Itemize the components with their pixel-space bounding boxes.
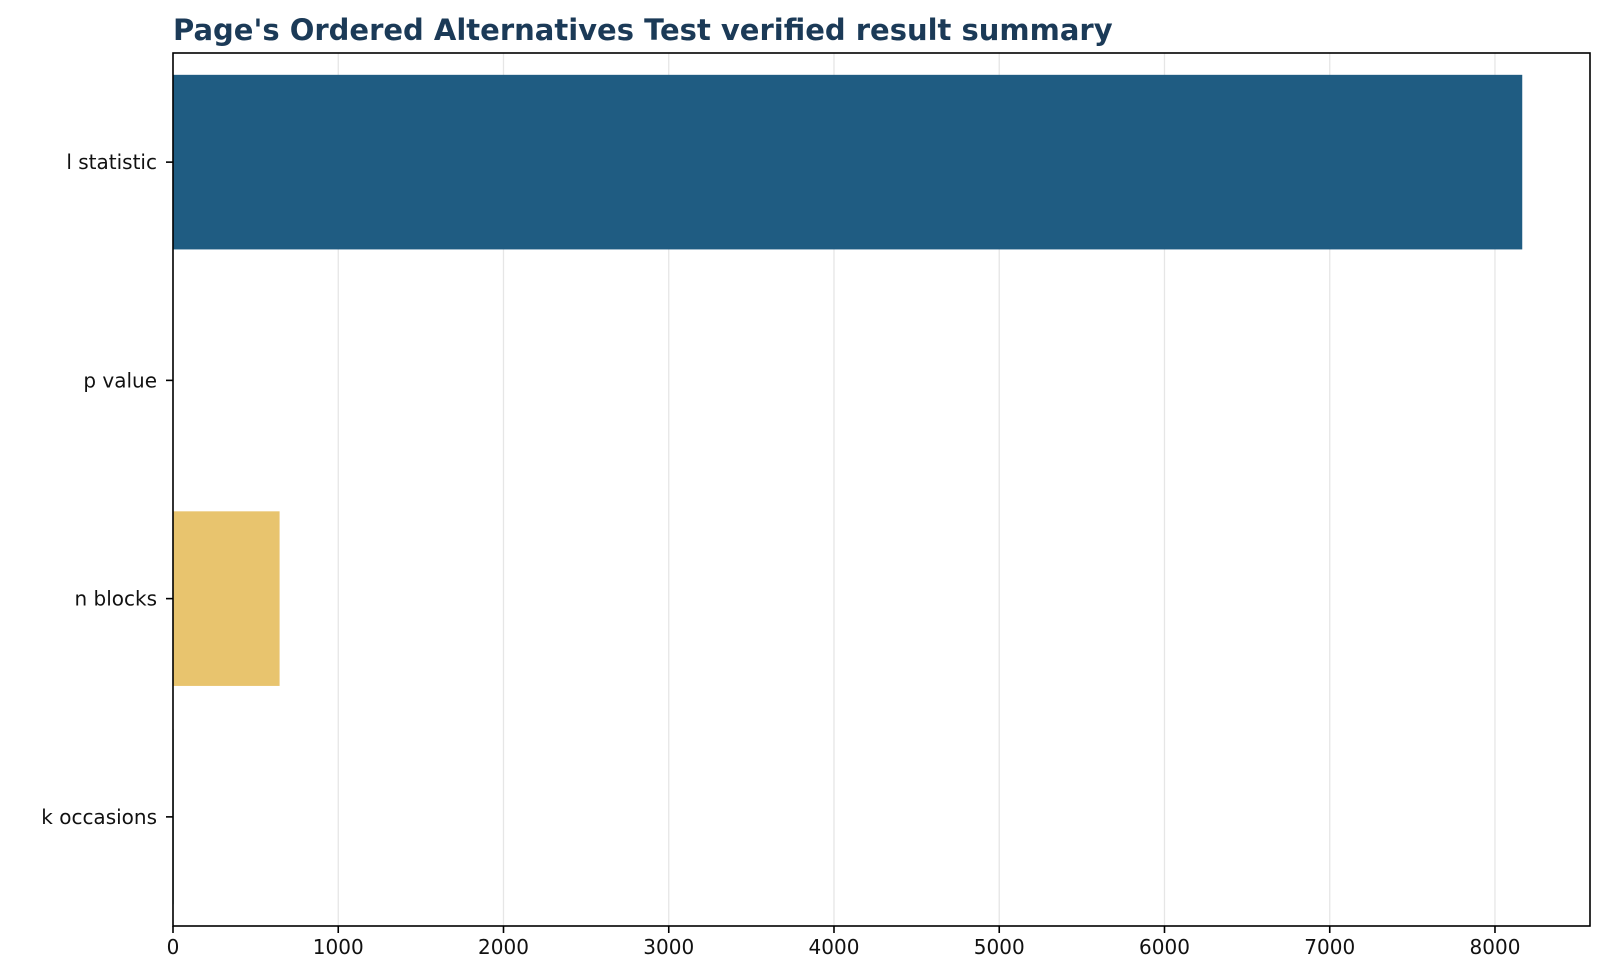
x-tick-label-8: 8000 — [1470, 935, 1521, 959]
y-axis: l statistic p value n blocks k occasions — [41, 150, 173, 829]
x-axis: 0 1000 2000 3000 4000 5000 6000 7000 8000 — [167, 926, 1521, 959]
y-tick-label-1: p value — [83, 368, 157, 392]
x-tick-label-4: 4000 — [809, 935, 860, 959]
plot-frame — [172, 52, 1591, 927]
bar-l-statistic — [173, 74, 1523, 250]
x-tick-label-1: 1000 — [313, 935, 364, 959]
x-tick-label-3: 3000 — [643, 935, 694, 959]
x-tick-label-5: 5000 — [974, 935, 1025, 959]
x-tick-label-6: 6000 — [1139, 935, 1190, 959]
x-tick-label-7: 7000 — [1304, 935, 1355, 959]
y-tick-label-0: l statistic — [66, 150, 157, 174]
x-tick-label-2: 2000 — [478, 935, 529, 959]
y-tick-label-3: k occasions — [41, 805, 157, 829]
y-tick-label-2: n blocks — [74, 587, 157, 611]
bar-n-blocks — [173, 511, 280, 686]
x-tick-label-0: 0 — [167, 935, 180, 959]
bars — [173, 74, 1523, 905]
chart-title: Page's Ordered Alternatives Test verifie… — [173, 13, 1113, 47]
